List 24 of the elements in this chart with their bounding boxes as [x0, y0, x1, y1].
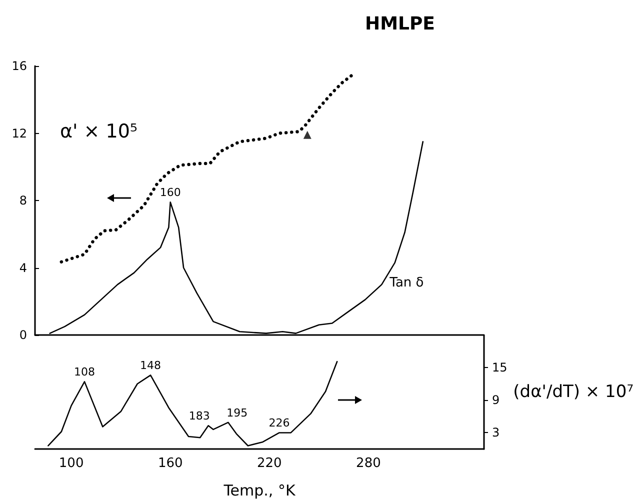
x-tick-label: 280 [356, 456, 381, 471]
x-tick-label: 100 [58, 456, 84, 471]
x-tick-label: 220 [256, 456, 282, 471]
line-series [48, 360, 338, 446]
y-tick-label: 12 [12, 126, 27, 140]
x-tick-label: 160 [158, 456, 183, 471]
y-tick-label: 15 [492, 360, 508, 375]
annotation: 226 [268, 416, 290, 430]
y-tick-label: 16 [12, 59, 27, 73]
annotation: 108 [74, 366, 96, 379]
annotation: 160 [160, 186, 181, 200]
y-axis-title: α' × 10⁵ [60, 120, 138, 142]
y-tick-label: 3 [492, 426, 500, 440]
annotation: 183 [188, 410, 210, 423]
x-axis-title: Temp., °K [222, 482, 296, 500]
series-label: Tan δ [388, 276, 424, 291]
y-axis-title: (dα'/dT) × 10⁷ [513, 382, 634, 402]
y-tick-label: 0 [19, 328, 27, 342]
annotation: 195 [226, 406, 248, 420]
y-tick-label: 8 [19, 194, 27, 208]
y-tick-label: 4 [19, 260, 27, 275]
annotation: 148 [140, 359, 162, 372]
y-tick-label: 9 [492, 393, 500, 408]
chart-title: HMLPE [365, 14, 435, 34]
